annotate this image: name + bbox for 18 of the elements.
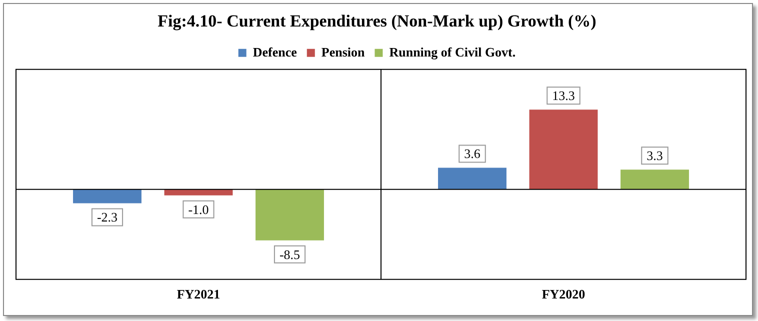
bar — [438, 168, 506, 190]
bar — [529, 110, 598, 190]
bar — [620, 170, 689, 190]
data-label: 3.3 — [646, 148, 663, 164]
bar — [256, 189, 324, 240]
x-tick-label: FY2020 — [542, 286, 586, 302]
data-label: -1.0 — [188, 202, 209, 217]
data-label: 13.3 — [552, 88, 575, 104]
legend-label: Pension — [321, 44, 366, 60]
bar — [164, 189, 233, 196]
legend-label: Running of Civil Govt. — [389, 44, 516, 60]
chart-title: Fig:4.10- Current Expenditures (Non-Mark up) Growth (%) — [158, 12, 596, 31]
data-label: -8.5 — [279, 246, 300, 262]
bar — [73, 189, 142, 204]
legend-label: Defence — [252, 44, 298, 60]
data-label: 3.6 — [464, 146, 481, 162]
data-label: -2.3 — [96, 210, 118, 225]
x-tick-label: FY2021 — [176, 286, 220, 302]
